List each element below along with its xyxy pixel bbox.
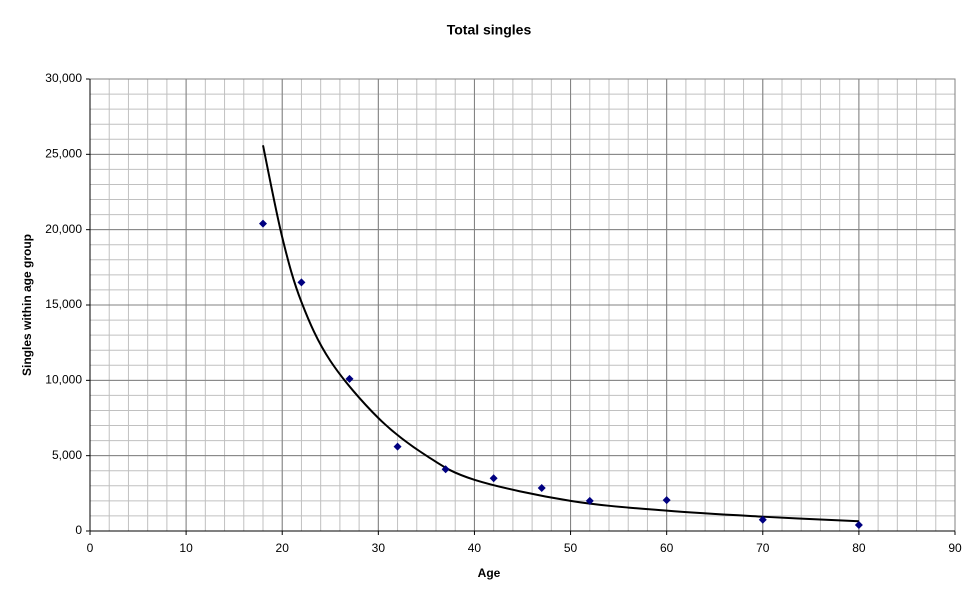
point — [854, 520, 863, 529]
x-axis-label: Age — [478, 566, 501, 580]
y-tick-label: 25,000 — [45, 147, 82, 161]
y-tick-label: 15,000 — [45, 297, 82, 311]
point — [662, 496, 671, 505]
x-tick-label: 60 — [660, 541, 674, 555]
point — [585, 496, 594, 505]
point — [345, 374, 354, 383]
x-tick-label: 90 — [948, 541, 962, 555]
point — [537, 484, 546, 493]
x-tick-label: 20 — [276, 541, 290, 555]
trendline — [262, 145, 859, 523]
y-tick-label: 0 — [75, 523, 82, 537]
x-tick-label: 70 — [756, 541, 770, 555]
point — [259, 219, 267, 228]
point — [489, 474, 498, 483]
y-tick-label: 30,000 — [45, 71, 82, 85]
y-axis-label: Singles within age group — [20, 234, 34, 376]
point — [758, 515, 767, 524]
x-tick-label: 10 — [179, 541, 193, 555]
x-tick-label: 40 — [468, 541, 482, 555]
point — [441, 465, 450, 474]
x-tick-label: 80 — [852, 541, 866, 555]
y-tick-label: 5,000 — [52, 448, 82, 462]
x-tick-label: 50 — [564, 541, 578, 555]
x-tick-label: 0 — [87, 541, 94, 555]
chart-title: Total singles — [447, 22, 532, 38]
y-tick-label: 20,000 — [45, 222, 82, 236]
x-tick-label: 30 — [372, 541, 386, 555]
point — [393, 442, 402, 451]
point — [297, 278, 306, 287]
y-tick-label: 10,000 — [45, 373, 82, 387]
